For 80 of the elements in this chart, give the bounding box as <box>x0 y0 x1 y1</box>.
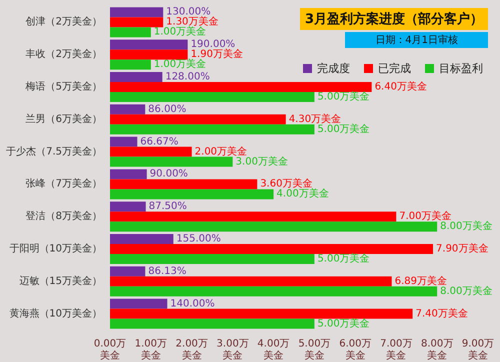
bar <box>110 146 192 157</box>
data-label: 155.00% <box>176 234 221 244</box>
bar <box>110 92 314 102</box>
data-label: 6.89万美金 <box>394 274 447 287</box>
bar <box>110 244 434 254</box>
data-label: 4.30万美金 <box>288 112 342 125</box>
bar <box>110 222 438 232</box>
data-label: 140.00% <box>170 298 215 310</box>
data-label: 87.50% <box>148 201 187 212</box>
data-label: 1.90万美金 <box>190 48 243 60</box>
bar <box>110 276 392 286</box>
data-label: 86.00% <box>148 104 186 115</box>
y-tick-label: 张峰（7万美金） <box>26 178 102 190</box>
data-label: 66.67% <box>140 136 178 148</box>
data-label: 5.00万美金 <box>317 90 370 102</box>
bar <box>110 266 146 276</box>
bar <box>110 40 188 50</box>
y-tick-label: 梅语（5万美金） <box>24 80 102 92</box>
bar <box>110 27 151 38</box>
bar <box>110 17 164 28</box>
y-tick-label: 登洁（8万美金） <box>26 210 102 222</box>
bar <box>110 7 164 18</box>
y-tick-label: 于少杰（7.5万美金） <box>6 145 102 158</box>
legend-label: 已完成 <box>378 62 411 75</box>
y-tick-label: 于阳明（10万美金） <box>9 242 102 254</box>
bar <box>110 254 314 264</box>
y-tick-label: 丰收（2万美金） <box>26 48 102 60</box>
bar <box>110 234 174 244</box>
bar <box>110 189 274 200</box>
data-label: 1.00万美金 <box>154 58 206 70</box>
data-label: 3.00万美金 <box>236 155 288 168</box>
data-label: 4.00万美金 <box>276 188 329 200</box>
x-tick-label: 2.00万美金 <box>176 338 208 362</box>
data-label: 8.00万美金 <box>440 284 492 297</box>
bar <box>110 298 168 309</box>
data-label: 5.00万美金 <box>317 122 370 135</box>
x-tick-label: 6.00万美金 <box>339 338 372 362</box>
data-label: 2.00万美金 <box>194 145 248 158</box>
data-label: 5.00万美金 <box>317 252 370 264</box>
x-tick-label: 9.00万美金 <box>462 338 494 362</box>
x-tick-label: 4.00万美金 <box>257 338 290 362</box>
bar <box>110 82 372 92</box>
bar <box>110 318 314 329</box>
x-tick-label: 0.00万美金 <box>94 338 126 362</box>
data-label: 7.40万美金 <box>416 307 468 320</box>
bar <box>110 50 188 60</box>
bar <box>110 136 138 147</box>
bar <box>110 308 413 319</box>
data-label: 7.00万美金 <box>399 210 452 222</box>
bar <box>110 169 147 180</box>
data-label: 5.00万美金 <box>317 317 370 330</box>
x-tick-label: 1.00万美金 <box>134 338 168 362</box>
bar <box>110 72 162 82</box>
y-tick-label: 迈敏（15万美金） <box>19 274 102 287</box>
x-tick-label: 3.00万美金 <box>216 338 249 362</box>
legend-label: 目标盈利 <box>439 62 483 75</box>
bar <box>110 124 314 134</box>
bar <box>110 179 258 190</box>
bar <box>110 286 438 296</box>
legend-label: 完成度 <box>317 62 350 75</box>
bar <box>110 202 146 212</box>
bar <box>110 156 233 167</box>
data-label: 7.90万美金 <box>436 242 488 254</box>
data-label: 3.60万美金 <box>260 178 312 190</box>
bar <box>110 104 146 114</box>
x-tick-label: 7.00万美金 <box>380 338 412 362</box>
data-label: 8.00万美金 <box>440 220 492 232</box>
data-label: 128.00% <box>165 72 210 82</box>
y-tick-label: 兰男（6万美金） <box>26 112 102 125</box>
bar <box>110 212 396 222</box>
x-tick-label: 5.00万美金 <box>298 338 331 362</box>
bar <box>110 60 151 70</box>
data-label: 6.40万美金 <box>374 80 427 92</box>
data-label: 86.13% <box>148 266 186 277</box>
data-label: 1.00万美金 <box>154 26 206 38</box>
y-tick-label: 创津（2万美金） <box>26 16 102 28</box>
y-tick-label: 黄海燕（10万美金） <box>9 307 102 320</box>
bar <box>110 114 286 124</box>
x-tick-label: 8.00万美金 <box>420 338 454 362</box>
data-label: 90.00% <box>150 168 188 180</box>
